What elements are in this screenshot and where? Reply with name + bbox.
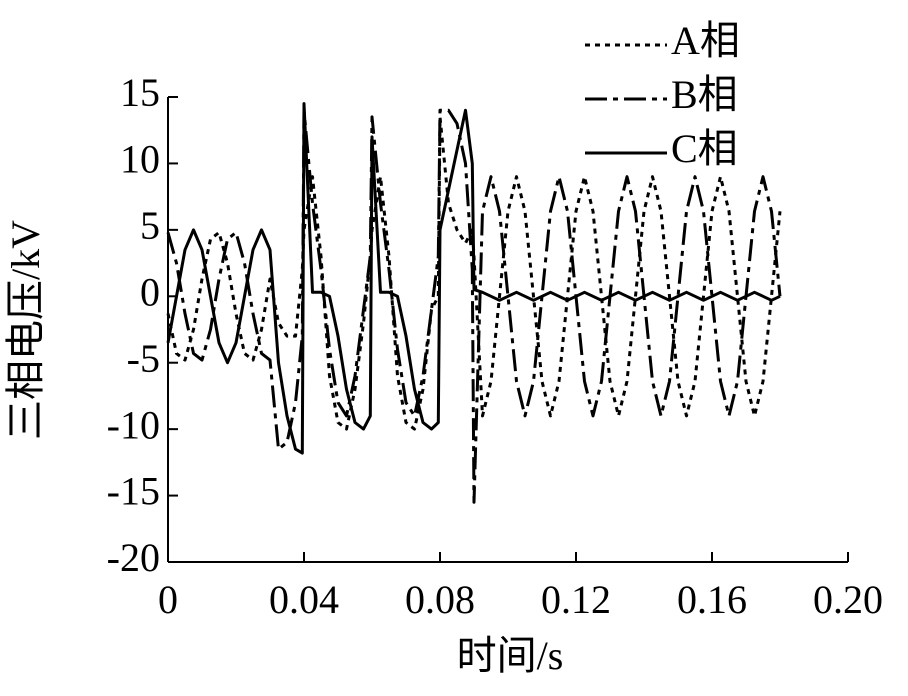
y-tick-label: -15 — [107, 469, 160, 514]
x-axis-label: 时间/s — [457, 633, 564, 678]
y-tick-label: 10 — [120, 137, 160, 182]
legend-label: A相 — [671, 18, 740, 63]
y-tick-label: -5 — [127, 336, 160, 381]
x-tick-label: 0.12 — [541, 577, 611, 622]
x-tick-label: 0.08 — [405, 577, 475, 622]
y-tick-label: -10 — [107, 402, 160, 447]
x-tick-label: 0.20 — [813, 577, 883, 622]
y-tick-label: -20 — [107, 535, 160, 580]
legend-label: C相 — [671, 126, 738, 171]
x-tick-label: 0.16 — [677, 577, 747, 622]
y-tick-label: 15 — [120, 70, 160, 115]
legend-label: B相 — [671, 72, 738, 117]
x-tick-label: 0 — [158, 577, 178, 622]
y-tick-label: 5 — [140, 203, 160, 248]
series-line — [166, 102, 781, 455]
y-axis-label: 三相电压/kV — [3, 220, 48, 440]
y-tick-label: 0 — [140, 269, 160, 314]
x-tick-label: 0.04 — [269, 577, 339, 622]
series-line — [166, 108, 782, 504]
